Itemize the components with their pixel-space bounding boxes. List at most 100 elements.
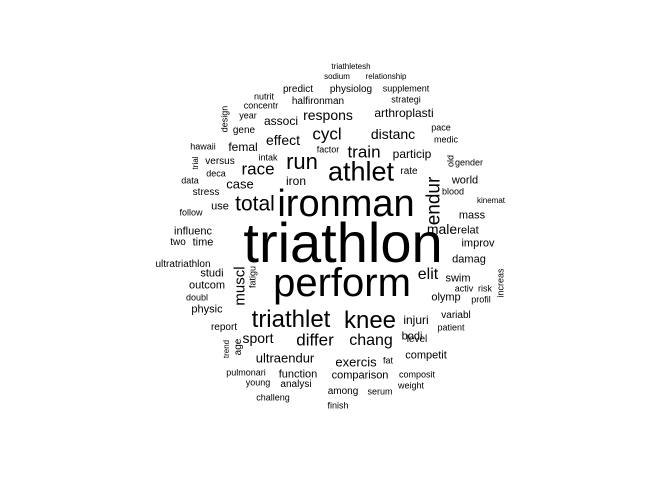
word: report [210, 322, 238, 333]
word: associ [263, 114, 299, 128]
word: activ [454, 283, 474, 294]
word: knee [343, 307, 397, 334]
word: follow [179, 207, 203, 218]
word: composit [398, 369, 436, 380]
word: sport [242, 330, 274, 346]
word: influenc [174, 225, 212, 238]
word: outcom [188, 279, 226, 292]
word: chang [349, 332, 393, 349]
word: comparison [331, 369, 389, 382]
word: factor [316, 144, 340, 155]
word: improv [461, 237, 495, 250]
word: sodium [324, 72, 350, 81]
word: bodi [401, 330, 423, 343]
word: finish [327, 400, 349, 411]
word: time [192, 236, 214, 249]
word: versus [205, 156, 235, 167]
word: risk [478, 283, 492, 294]
word: nutrit [253, 91, 275, 102]
word: cycl [312, 124, 342, 144]
word: use [211, 200, 229, 213]
word: total [235, 192, 275, 216]
word: injuri [403, 313, 429, 327]
word: intak [258, 152, 278, 163]
word: deca [206, 168, 226, 179]
word: muscl [231, 266, 249, 306]
word: variabl [441, 310, 471, 321]
word: respons [303, 107, 353, 123]
word: supplement [382, 83, 430, 94]
word: relationship [365, 72, 407, 81]
word: pulmonari [226, 367, 266, 378]
word: fatigu [247, 265, 258, 289]
word: perform [273, 261, 411, 305]
word: year [239, 110, 257, 121]
word: fat [382, 355, 394, 366]
word: analysi [280, 379, 312, 390]
word: stress [192, 187, 220, 198]
word: competit [405, 349, 447, 362]
word: data [181, 175, 199, 186]
word: olymp [431, 291, 461, 304]
word: case [226, 176, 254, 192]
word: endur [423, 176, 445, 226]
word: increas [495, 268, 506, 298]
word: two [170, 237, 186, 248]
word: physiolog [329, 84, 373, 95]
word: ultratriathlon [155, 259, 211, 270]
word: trial [191, 156, 200, 170]
word: predict [282, 84, 314, 95]
word: profil [471, 294, 491, 305]
word: particip [392, 147, 432, 161]
word: young [245, 377, 271, 388]
word: physic [191, 303, 223, 316]
word: hawaii [190, 141, 216, 152]
word: medic [433, 134, 459, 145]
word: among [327, 386, 359, 397]
word: swim [445, 272, 471, 285]
word: triathlon [243, 211, 443, 274]
word: studi [200, 267, 224, 280]
word: run [286, 149, 318, 174]
word: serum [367, 386, 393, 397]
word: iron [285, 174, 307, 188]
word: design [219, 105, 230, 133]
word: level [406, 334, 428, 345]
word: function [278, 368, 318, 381]
word: relat [457, 224, 479, 237]
word: race [241, 159, 275, 179]
word: triathlet [251, 306, 331, 333]
word: rate [400, 166, 418, 177]
word: trend [222, 339, 231, 359]
word: strategi [391, 94, 421, 105]
word: blood [441, 186, 465, 197]
word: ironman [277, 183, 415, 225]
word: elit [417, 266, 439, 283]
word: differ [296, 330, 334, 350]
word: challeng [256, 392, 290, 403]
word: concentr [243, 100, 279, 111]
word: exercis [335, 354, 377, 370]
word: athlet [327, 156, 395, 187]
word: doubl [185, 292, 209, 303]
word: weight [397, 380, 425, 391]
word: arthroplasti [374, 106, 434, 120]
word: old [445, 154, 456, 168]
word: gene [232, 125, 256, 136]
word: femal [228, 140, 258, 154]
word: patient [437, 322, 465, 333]
word: damag [452, 253, 486, 266]
word: age [233, 338, 244, 356]
word: mass [458, 209, 486, 222]
word: world [451, 174, 479, 187]
word: male [426, 221, 458, 237]
word: kinemat [476, 196, 506, 205]
word: train [347, 142, 381, 162]
word: triathletesh [331, 62, 371, 71]
word: halfironman [291, 96, 345, 107]
word: gender [454, 157, 484, 168]
word: pace [431, 122, 451, 133]
word: distanc [370, 126, 416, 142]
word: effect [266, 132, 300, 148]
